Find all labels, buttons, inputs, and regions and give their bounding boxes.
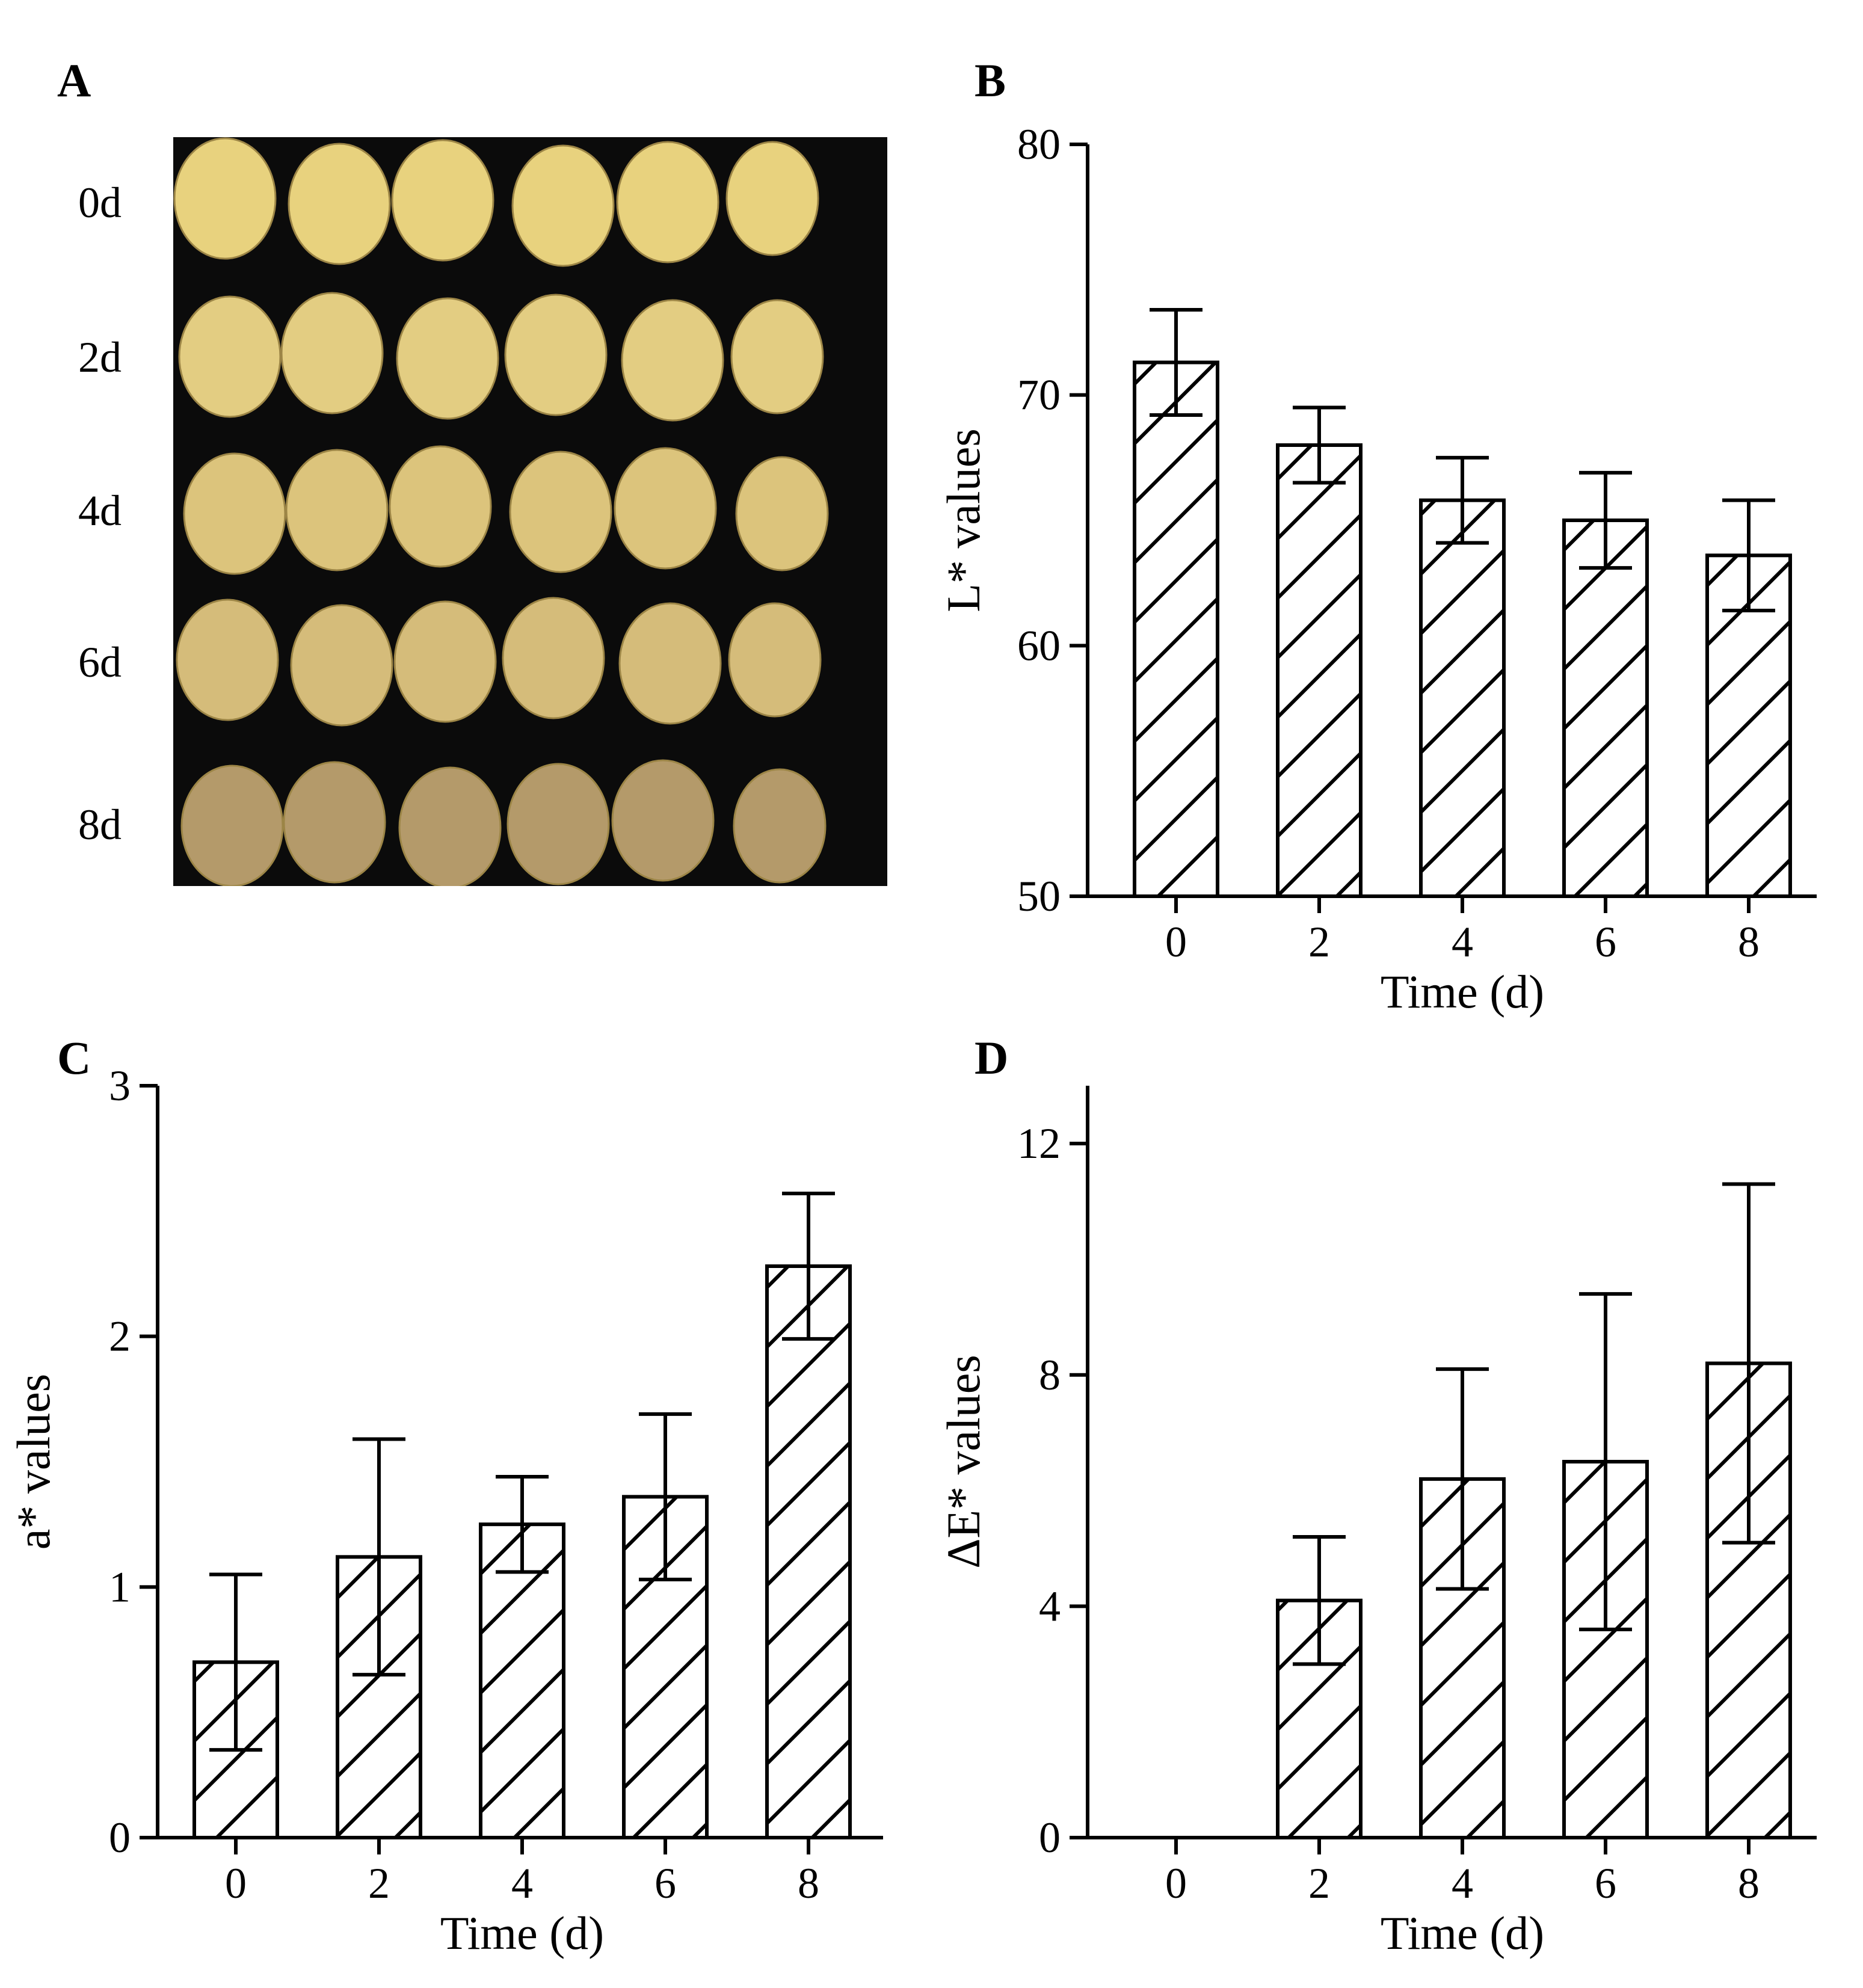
x-axis-title: Time (d) [1381,965,1544,1018]
y-axis-title: L* values [937,428,990,612]
potato-slice [735,456,829,571]
y-tick-label: 8 [1039,1351,1061,1399]
chart-panel-d-color-difference: 0 4 8 12 0 2 4 6 8 Time (d) ΔE* values [937,1086,1817,1959]
potato-slice [280,292,384,414]
potato-slice [396,297,499,420]
chart-panel-c-redness: 0 1 2 3 0 2 4 6 8 Time (d) a* values [7,1062,883,1959]
y-tick-label: 1 [109,1563,131,1611]
potato-slice [502,597,605,719]
x-tick-label: 2 [1308,918,1330,966]
potato-slice [389,445,492,568]
chart-panel-b-lightness: 50 60 70 80 0 2 4 6 8 Time (d) L* values [937,120,1817,1018]
y-tick-label: 0 [1039,1814,1061,1862]
photo-row-label: 8d [78,801,122,849]
bar [479,1522,565,1840]
y-tick-label: 60 [1017,621,1061,669]
photo-slices [173,137,829,886]
photo-row-label: 4d [78,487,122,535]
y-tick-label: 3 [109,1062,131,1110]
potato-slice [621,299,724,422]
x-tick-label: 8 [1738,918,1760,966]
x-tick-label: 2 [1308,1859,1330,1907]
photo-row-label: 6d [78,638,122,686]
potato-slice [283,761,386,884]
potato-slice [616,141,719,263]
panel-label-d: D [975,1032,1008,1084]
potato-slice [507,763,610,885]
x-tick-label: 0 [225,1859,247,1907]
potato-slice [398,766,502,886]
x-tick-label: 2 [368,1859,390,1907]
y-tick-label: 4 [1039,1582,1061,1630]
bar [1133,360,1219,898]
photo-row-label: 0d [78,179,122,227]
x-tick-label: 6 [1595,918,1616,966]
potato-slice [509,451,612,573]
x-axis-title: Time (d) [1381,1907,1544,1959]
potato-slice [614,447,717,570]
panel-label-a: A [57,54,91,106]
panel-a: A 0d 2d 4d 6d 8d [57,54,887,886]
x-tick-label: 8 [1738,1859,1760,1907]
potato-slice [173,137,277,260]
bar [1419,498,1506,898]
y-tick-label: 50 [1017,872,1061,920]
potato-slice [393,600,497,723]
x-tick-label: 8 [798,1859,819,1907]
bar [1562,519,1649,898]
x-tick-label: 6 [1595,1859,1616,1907]
potato-slice [288,143,391,265]
potato-slice [176,599,279,721]
x-tick-label: 0 [1165,918,1187,966]
potato-slice [290,604,393,727]
potato-slice [178,295,282,418]
potato-slice [180,765,284,886]
bar [1276,443,1363,898]
y-tick-label: 12 [1017,1119,1061,1168]
x-tick-label: 4 [1452,918,1473,966]
y-tick-label: 0 [109,1814,131,1862]
potato-slice [504,294,608,416]
y-tick-label: 70 [1017,371,1061,419]
potato-slice [725,141,819,256]
potato-slice [730,299,824,414]
bar [765,1264,852,1839]
panel-label-b: B [975,54,1006,106]
potato-slice [285,449,389,571]
y-axis-title: a* values [7,1374,60,1549]
x-tick-label: 6 [654,1859,676,1907]
potato-slice [728,602,822,718]
x-tick-label: 4 [1452,1859,1473,1907]
bar [1705,1361,1792,1840]
x-axis-title: Time (d) [440,1907,604,1959]
potato-slice [733,768,827,884]
potato-slice [611,759,715,882]
x-tick-label: 4 [511,1859,533,1907]
y-axis-title: ΔE* values [937,1355,990,1569]
y-tick-label: 80 [1017,120,1061,168]
potato-slice [183,452,286,575]
panel-label-c: C [57,1032,91,1084]
potato-slice [618,602,722,725]
potato-slice [391,139,494,262]
photo-row-label: 2d [78,333,122,381]
potato-slice [511,144,615,267]
y-tick-label: 2 [109,1313,131,1361]
x-tick-label: 0 [1165,1859,1187,1907]
photo-row-labels: 0d 2d 4d 6d 8d [78,179,122,849]
